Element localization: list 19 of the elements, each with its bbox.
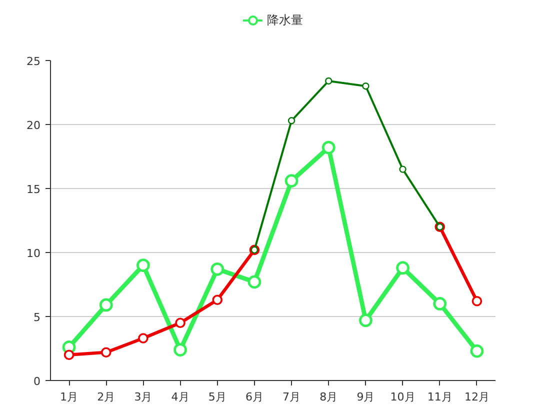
x-tick-label: 6月 (245, 390, 264, 404)
x-tick-label: 9月 (356, 390, 375, 404)
y-tick-label: 5 (34, 311, 40, 324)
x-tick-label: 3月 (134, 390, 152, 404)
x-tick-label: 2月 (97, 390, 116, 404)
y-tick-label: 10 (26, 247, 41, 260)
y-tick-label: 15 (26, 183, 41, 196)
x-tick-label: 12月 (464, 390, 490, 404)
x-tick-label: 10月 (390, 390, 416, 404)
x-tick-label: 4月 (171, 390, 190, 404)
y-tick-label: 20 (26, 119, 41, 132)
x-tick-label: 1月 (60, 390, 78, 404)
y-tick-label: 25 (26, 55, 41, 68)
x-tick-label: 7月 (282, 390, 301, 404)
y-tick-label: 0 (34, 375, 40, 388)
x-tick-label: 8月 (320, 390, 338, 404)
legend-label: 降水量 (267, 12, 303, 28)
x-tick-label: 11月 (427, 390, 452, 404)
x-tick-label: 5月 (208, 390, 226, 404)
